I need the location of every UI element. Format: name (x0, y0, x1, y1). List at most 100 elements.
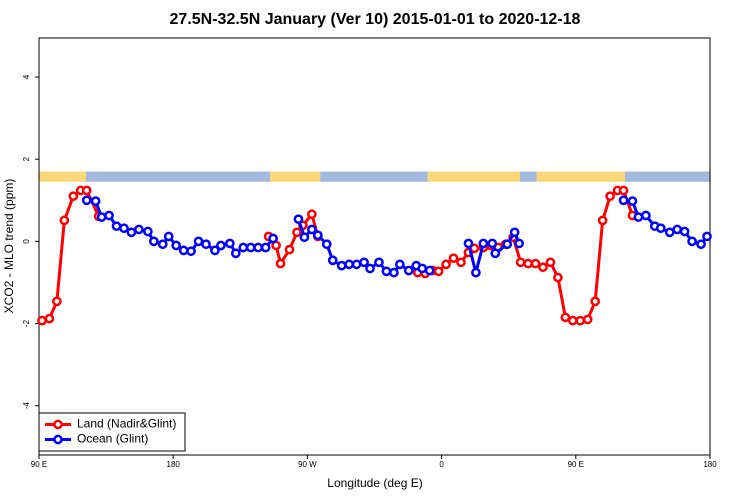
series-marker (389, 267, 399, 278)
series-marker (96, 212, 107, 222)
y-tick-label: 2 (22, 156, 31, 161)
series-marker (441, 259, 451, 270)
series-marker (44, 313, 55, 324)
series-marker (210, 245, 220, 256)
series-marker (81, 185, 92, 196)
series-marker (523, 258, 533, 269)
legend-marker (53, 434, 63, 445)
series-marker (687, 236, 697, 247)
series-marker (365, 263, 375, 274)
series-marker (327, 255, 338, 266)
x-tick-label: 90 E (31, 460, 47, 469)
series-marker (672, 224, 683, 235)
series-marker (171, 240, 182, 251)
y-tick-label: 4 (22, 74, 31, 79)
series-marker (201, 239, 211, 250)
y-tick-label: 0 (22, 239, 31, 244)
series-marker (374, 257, 384, 268)
surface-segment (320, 171, 428, 182)
legend-box (38, 412, 186, 452)
series-marker (618, 185, 629, 196)
series-marker (293, 214, 304, 225)
x-tick-label: 90 E (568, 460, 584, 469)
series-marker (515, 257, 526, 268)
legend-marker (53, 419, 63, 430)
surface-segment (85, 171, 271, 182)
series-marker (618, 195, 629, 206)
series-marker (664, 227, 675, 238)
series-marker (126, 227, 137, 238)
series-marker (538, 262, 548, 273)
series-marker (490, 248, 501, 259)
surface-segment (536, 171, 626, 182)
series-marker (275, 258, 286, 269)
series-marker (260, 242, 271, 253)
series-marker (509, 227, 520, 238)
series-marker (253, 242, 264, 253)
series-marker (590, 296, 601, 307)
series-marker (245, 242, 256, 253)
series-marker (448, 253, 459, 264)
plot-frame (38, 37, 711, 456)
series-marker (424, 265, 435, 276)
series-marker (502, 239, 513, 250)
series-marker (178, 245, 189, 256)
series-marker (359, 257, 369, 268)
surface-segment (519, 171, 537, 182)
series-marker (605, 191, 615, 202)
series-marker (553, 272, 563, 283)
surface-segment (427, 171, 520, 182)
series-marker (292, 227, 302, 238)
series-marker (351, 259, 362, 270)
series-marker (284, 244, 295, 255)
x-tick-label: 180 (703, 460, 717, 469)
series-marker (68, 191, 79, 202)
series-marker (560, 312, 571, 323)
series-marker (148, 236, 159, 247)
series-marker (597, 215, 608, 226)
series-marker (90, 196, 101, 206)
series-marker (134, 224, 144, 235)
series-marker (163, 231, 174, 242)
series-marker (702, 231, 712, 242)
series-marker (627, 196, 638, 206)
y-tick-label: -2 (22, 319, 31, 327)
series-marker (307, 224, 317, 235)
series-marker (655, 223, 666, 234)
series-marker (633, 212, 644, 222)
series-marker (433, 266, 444, 277)
series-marker (81, 195, 92, 206)
surface-segment (270, 171, 321, 182)
series-marker (186, 246, 196, 257)
legend-label: Ocean (Glint) (77, 432, 148, 446)
series-marker (312, 230, 323, 241)
series-marker (679, 226, 690, 237)
series-marker (487, 238, 498, 249)
series-marker (381, 266, 392, 277)
series-marker (52, 296, 62, 307)
series-marker (111, 221, 122, 232)
series-marker (104, 210, 114, 221)
x-axis-label: Longitude (deg E) (327, 476, 422, 490)
series-marker (641, 210, 651, 221)
series-marker (696, 239, 706, 250)
series-marker (37, 315, 47, 326)
y-axis-label: XCO2 - MLO trend (ppm) (2, 179, 16, 314)
series-marker (545, 257, 556, 268)
series-marker (567, 315, 578, 326)
x-tick-label: 0 (439, 460, 444, 469)
series-marker (225, 238, 235, 249)
x-tick-label: 180 (167, 460, 181, 469)
series-line (41, 188, 101, 323)
series-marker (463, 238, 474, 249)
series-marker (514, 238, 524, 249)
series-marker (575, 315, 586, 326)
chart-title: 27.5N-32.5N January (Ver 10) 2015-01-01 … (170, 11, 581, 28)
series-marker (530, 258, 541, 269)
series-marker (299, 232, 310, 243)
series-marker (268, 233, 278, 244)
series-marker (193, 236, 204, 247)
series-marker (471, 267, 481, 278)
series-marker (238, 242, 249, 253)
